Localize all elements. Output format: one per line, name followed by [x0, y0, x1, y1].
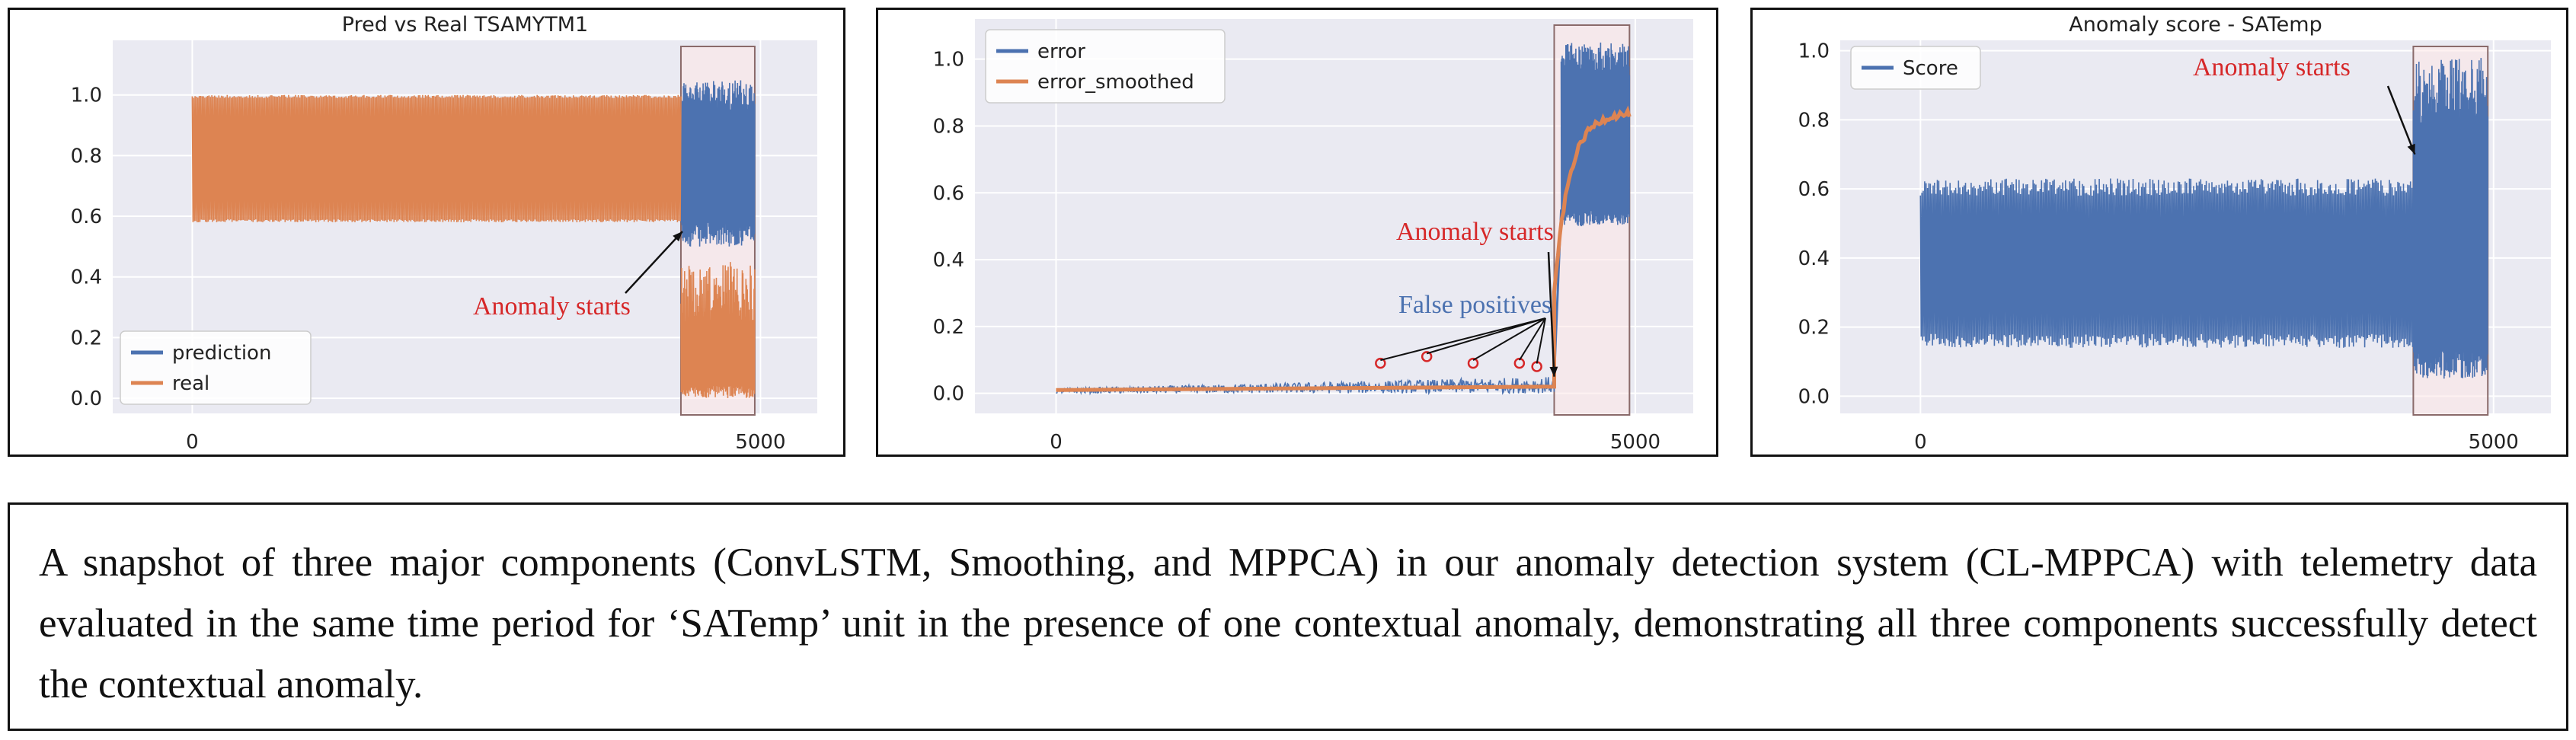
c1-legend: [120, 330, 312, 405]
c1-ytick-label: 0.6: [71, 206, 102, 228]
panel-anomaly-score: 0.0 0.2 0.4 0.6 0.8 1.0 0 5000 Anomaly score - S…: [1750, 8, 2568, 457]
c1-ytick-label: 0.2: [71, 327, 102, 349]
c2-fp-pointer: [1519, 317, 1546, 361]
c2-series-error-smoothed: [1056, 105, 1632, 392]
c1-series-real: [191, 94, 682, 223]
c2-ytick-label: 1.0: [933, 49, 964, 72]
c3-annotation-arrow: [2386, 85, 2416, 155]
caption-box: A snapshot of three major components (Co…: [8, 502, 2568, 731]
c3-ytick-label: 0.8: [1798, 109, 1830, 132]
c2-legend-label: error: [1037, 40, 1085, 63]
c1-series-real-anomaly: [680, 262, 756, 398]
c2-legend: [985, 29, 1226, 104]
c1-legend-label: real: [172, 372, 209, 395]
c3-xtick-label: 5000: [2469, 431, 2519, 454]
c2-fp-marker: [1513, 357, 1526, 369]
caption-text: A snapshot of three major components (Co…: [39, 541, 2537, 707]
c1-ytick-label: 0.4: [71, 266, 102, 289]
c2-fp-pointer: [1536, 317, 1546, 364]
c3-annotation-text: Anomaly starts: [2193, 53, 2351, 81]
c2-fp-pointer: [1426, 317, 1546, 355]
chart-pred-vs-real: 0.0 0.2 0.4 0.6 0.8 1.0 0 5000 Pred vs Real TSAM…: [71, 13, 817, 454]
c2-fp-pointer: [1472, 317, 1546, 362]
c2-fp-pointer: [1380, 317, 1546, 362]
c3-ytick-label: 0.2: [1798, 317, 1830, 340]
c2-legend-label: error_smoothed: [1037, 71, 1194, 94]
c2-ytick-label: 0.0: [933, 383, 964, 406]
c2-annotation-anomaly-arrow: [1547, 251, 1555, 377]
c2-fp-marker: [1375, 357, 1386, 369]
c3-ytick-label: 0.0: [1798, 385, 1830, 408]
c1-xtick-label: 0: [186, 431, 199, 454]
c2-xtick-label: 0: [1050, 431, 1063, 454]
c1-annotation-arrow-head: [673, 231, 682, 242]
c2-ytick-label: 0.2: [933, 316, 964, 339]
c1-legend-label: prediction: [172, 342, 271, 365]
c1-ytick-label: 1.0: [71, 85, 102, 107]
c1-series-prediction: [680, 80, 756, 247]
panel-error: 0.0 0.2 0.4 0.6 0.8 1.0 0 5000 error error_smooth…: [876, 8, 1718, 457]
c3-ytick-label: 0.4: [1798, 247, 1830, 270]
c2-ytick-label: 0.6: [933, 182, 964, 205]
c3-legend-label: Score: [1903, 57, 1958, 80]
c3-series-score: [1919, 178, 2415, 348]
c3-title: Anomaly score - SATemp: [2069, 13, 2322, 37]
c3-annotation-arrow-head: [2407, 143, 2415, 155]
c3-ytick-label: 0.6: [1798, 178, 1830, 201]
c2-xtick-label: 5000: [1610, 431, 1660, 454]
c3-ytick-label: 1.0: [1798, 40, 1830, 63]
chart-anomaly-score: 0.0 0.2 0.4 0.6 0.8 1.0 0 5000 Anomaly score - S…: [1798, 13, 2551, 454]
c1-ytick-label: 0.8: [71, 145, 102, 167]
c3-xtick-label: 0: [1914, 431, 1927, 454]
c1-annotation-text: Anomaly starts: [473, 292, 631, 321]
c1-ytick-label: 0.0: [71, 388, 102, 410]
c2-series-error-anomaly: [1560, 42, 1631, 227]
c2-ytick-label: 0.8: [933, 115, 964, 138]
c1-annotation-arrow: [625, 231, 683, 294]
c2-fp-marker: [1421, 351, 1433, 362]
c3-series-score-anomaly: [2412, 58, 2488, 379]
chart-error: 0.0 0.2 0.4 0.6 0.8 1.0 0 5000 error error_smooth…: [933, 19, 1693, 454]
c2-annotation-anomaly-text: Anomaly starts: [1396, 218, 1554, 246]
c2-annotation-fp-text: False positives: [1398, 291, 1552, 319]
c1-title: Pred vs Real TSAMYTM1: [342, 13, 588, 37]
panel-pred-vs-real: 0.0 0.2 0.4 0.6 0.8 1.0 0 5000 Pred vs Real TSAM…: [8, 8, 845, 457]
c1-xtick-label: 5000: [735, 431, 785, 454]
c2-ytick-label: 0.4: [933, 249, 964, 272]
c2-annotation-anomaly-arrow-head: [1549, 366, 1558, 377]
c3-legend: [1850, 46, 1981, 90]
c2-fp-marker: [1467, 357, 1479, 369]
